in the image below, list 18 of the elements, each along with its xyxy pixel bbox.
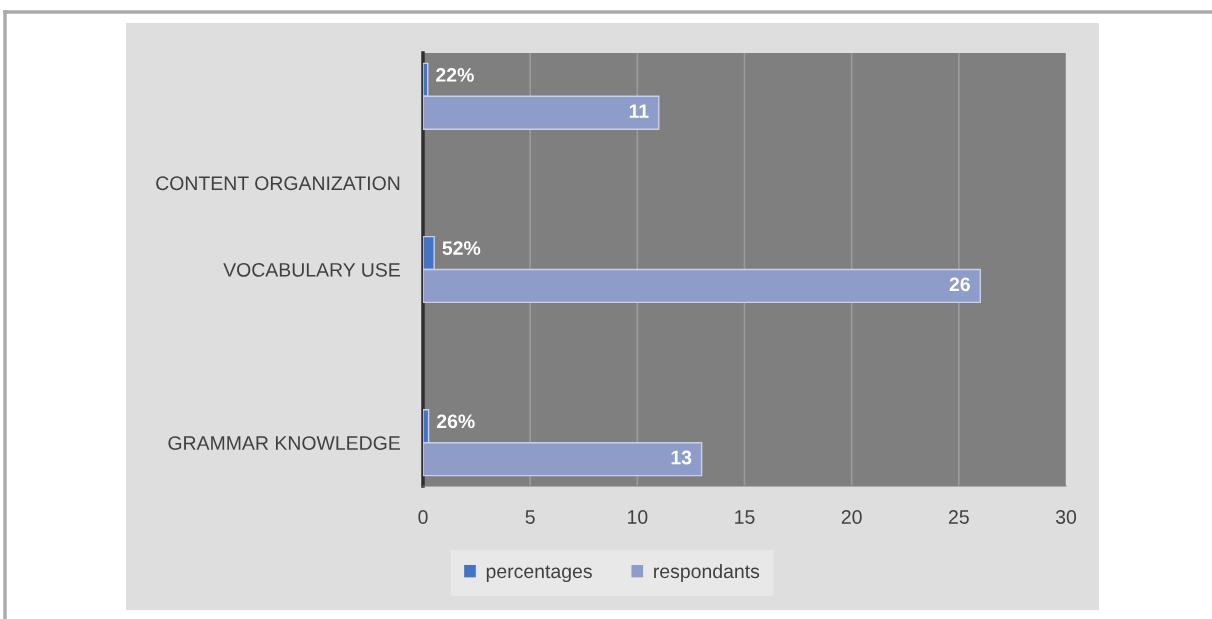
data-label: 22% [436, 68, 474, 82]
x-tick-label: 0 [418, 510, 428, 524]
data-label: 52% [442, 241, 481, 255]
x-tick-label: 10 [628, 510, 648, 524]
y-tick-label: GRAMMAR KNOWLEDGE [168, 436, 400, 450]
legend-label: respondants [654, 563, 760, 583]
data-label: 11 [629, 104, 649, 118]
y-tick-label: VOCABULARY USE [223, 262, 400, 277]
data-label: 26% [436, 414, 475, 429]
x-tick-label: 5 [525, 510, 535, 524]
data-label: 13 [671, 450, 692, 465]
legend-label: percentages [486, 565, 592, 583]
x-tick-label: 30 [1055, 510, 1077, 524]
x-tick-label: 15 [735, 510, 755, 524]
data-label: 26 [949, 277, 970, 292]
y-tick-label: CONTENT ORGANIZATION [156, 176, 400, 191]
x-tick-label: 25 [949, 510, 969, 524]
x-tick-label: 20 [841, 510, 862, 524]
